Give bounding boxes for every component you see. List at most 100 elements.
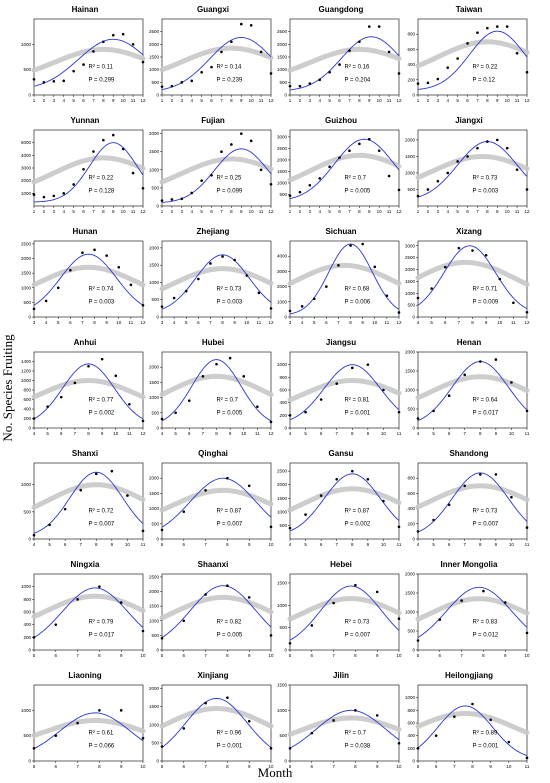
y-tick-label: 1000 — [149, 395, 160, 400]
data-point — [308, 82, 312, 85]
y-tick-label: 1000 — [149, 167, 160, 172]
x-tick-label: 5 — [289, 653, 292, 658]
x-tick-label: 12 — [524, 209, 530, 214]
plot-frame — [161, 18, 272, 96]
data-point — [184, 289, 188, 293]
y-tick-label: 2000 — [405, 267, 416, 272]
data-point — [366, 363, 370, 366]
x-tick-label: 6 — [82, 98, 85, 103]
x-tick-label: 6 — [325, 320, 328, 325]
y-tick-label: 1500 — [149, 704, 160, 709]
fitted-curve — [33, 363, 144, 420]
x-tick-label: 9 — [111, 542, 114, 547]
panel-title: Qinghai — [198, 449, 228, 458]
fitted-curve — [417, 361, 528, 422]
data-point — [76, 598, 79, 601]
data-point — [510, 381, 513, 384]
x-tick-label: 7 — [337, 320, 340, 325]
x-tick-label: 7 — [74, 431, 77, 436]
x-tick-label: 10 — [249, 209, 255, 214]
plot-frame — [289, 18, 400, 96]
x-tick-label: 12 — [140, 320, 146, 325]
y-tick-label: 2000 — [149, 589, 160, 594]
x-tick-label: 9 — [495, 431, 498, 436]
x-tick-label: 11 — [259, 98, 264, 103]
y-tick-label: 2000 — [149, 476, 160, 481]
r-squared-label: R² = 0.14 — [217, 64, 243, 70]
data-point — [432, 409, 435, 413]
x-tick-label: 5 — [289, 764, 292, 769]
r-squared-label: R² = 0.82 — [217, 619, 243, 625]
y-tick-label: 4000 — [21, 153, 32, 158]
data-point — [259, 50, 263, 54]
data-point — [69, 268, 72, 272]
data-point — [209, 262, 212, 265]
x-tick-label: 4 — [417, 320, 420, 325]
data-point — [226, 696, 229, 699]
x-tick-label: 6 — [320, 431, 323, 436]
x-tick-label: 8 — [471, 320, 474, 325]
fitted-curve — [289, 709, 400, 749]
y-tick-label: 500 — [151, 297, 159, 302]
y-tick-label: 0 — [156, 93, 159, 98]
p-value-label: P = 0.005 — [217, 410, 243, 416]
x-tick-label: 5 — [161, 542, 164, 547]
plot-frame — [33, 573, 144, 651]
y-tick-label: 3000 — [277, 134, 288, 139]
x-tick-label: 10 — [372, 320, 378, 325]
data-point — [105, 254, 108, 257]
x-tick-label: 9 — [120, 653, 123, 658]
data-point — [298, 190, 302, 194]
r-squared-label: R² = 0.87 — [217, 508, 243, 514]
x-tick-label: 4 — [417, 431, 420, 436]
panel-title: Anhui — [74, 338, 97, 347]
data-point — [350, 469, 354, 473]
y-tick-label: 1500 — [277, 683, 288, 688]
data-point — [432, 518, 435, 522]
x-tick-label: 8 — [221, 320, 224, 325]
data-point — [495, 138, 499, 142]
data-point — [82, 63, 85, 66]
data-point — [426, 81, 430, 85]
x-tick-label: 5 — [72, 209, 75, 214]
data-point — [141, 736, 145, 740]
data-point — [160, 637, 164, 640]
data-point — [210, 173, 213, 177]
data-point — [446, 66, 450, 69]
x-tick-label: 12 — [268, 98, 274, 103]
x-tick-label: 10 — [377, 98, 383, 103]
y-tick-label: 1000 — [277, 180, 288, 185]
y-tick-label: 1000 — [277, 603, 288, 608]
y-tick-label: 2000 — [405, 350, 416, 355]
y-tick-label: 2000 — [277, 157, 288, 162]
x-tick-label: 4 — [45, 320, 48, 325]
x-tick-label: 4 — [33, 431, 36, 436]
data-point — [257, 291, 261, 295]
p-value-label: P = 0.001 — [345, 410, 371, 416]
y-tick-label: 500 — [151, 740, 159, 745]
y-tick-label: 500 — [151, 185, 159, 190]
x-tick-label: 9 — [489, 764, 492, 769]
data-point — [397, 741, 401, 745]
data-point — [354, 709, 357, 712]
y-tick-label: 0 — [156, 315, 159, 320]
y-tick-label: 1000 — [21, 482, 32, 487]
x-tick-label: 7 — [476, 98, 479, 103]
data-point — [397, 617, 401, 621]
y-tick-label: 1000 — [405, 170, 416, 175]
fitted-curve — [417, 586, 528, 638]
y-tick-label: 400 — [407, 62, 415, 67]
null-model-band — [31, 264, 146, 288]
x-tick-label: 6 — [210, 98, 213, 103]
x-tick-label: 6 — [60, 431, 63, 436]
y-tick-label: 800 — [407, 708, 415, 713]
x-tick-label: 8 — [482, 653, 485, 658]
data-point — [204, 593, 207, 596]
data-point — [505, 146, 509, 150]
y-tick-label: 500 — [407, 187, 415, 192]
data-point — [416, 530, 420, 533]
data-point — [82, 167, 85, 171]
